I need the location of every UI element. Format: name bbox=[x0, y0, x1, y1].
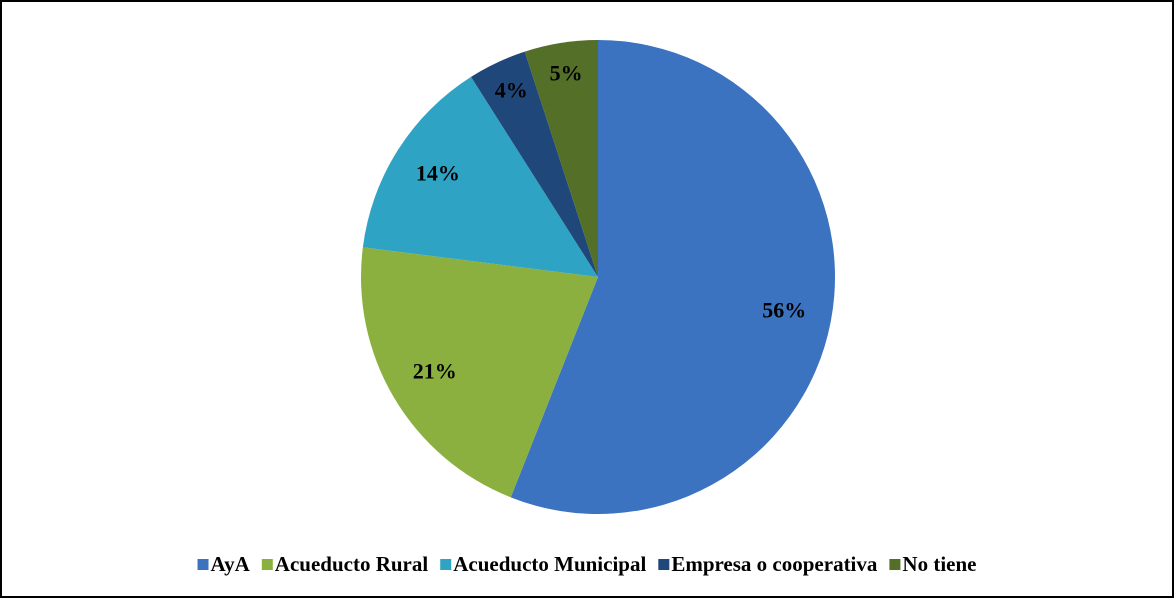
data-label: 56% bbox=[762, 298, 806, 323]
legend: AyA Acueducto Rural Acueducto Municipal Emp… bbox=[197, 552, 976, 576]
data-label: 5% bbox=[550, 61, 583, 86]
legend-swatch bbox=[440, 559, 452, 570]
pie-slice bbox=[361, 247, 598, 498]
legend-label: AyA bbox=[211, 552, 251, 576]
pie-slice bbox=[524, 40, 598, 277]
legend-label: Empresa o cooperativa bbox=[671, 552, 878, 576]
data-label: 4% bbox=[495, 78, 528, 103]
pie-slice bbox=[471, 51, 598, 277]
legend-swatch bbox=[889, 559, 901, 570]
pie-slice bbox=[510, 40, 836, 514]
legend-label: Acueducto Rural bbox=[275, 552, 429, 576]
legend-label: Acueducto Municipal bbox=[453, 552, 646, 576]
pie-slice bbox=[362, 76, 598, 277]
legend-label: No tiene bbox=[902, 552, 976, 576]
legend-swatch bbox=[197, 559, 209, 570]
data-label: 21% bbox=[413, 359, 457, 384]
data-label: 14% bbox=[416, 160, 460, 185]
legend-swatch bbox=[261, 559, 273, 570]
legend-swatch bbox=[658, 559, 670, 570]
